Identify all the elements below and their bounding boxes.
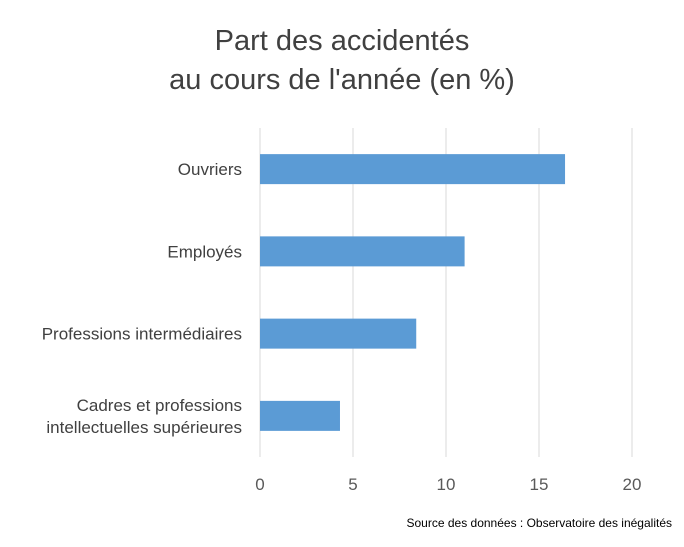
chart-title-line-1: Part des accidentés bbox=[214, 25, 470, 57]
x-tick-label-5: 5 bbox=[348, 475, 357, 494]
bar-2 bbox=[260, 318, 417, 349]
bar-0 bbox=[260, 154, 566, 185]
category-label-1: Employés bbox=[167, 242, 242, 261]
category-label-3: Cadres et professions intellectuelles sup… bbox=[46, 396, 242, 437]
bar-1 bbox=[260, 236, 465, 267]
x-tick-label-10: 10 bbox=[437, 475, 456, 494]
source-note: Source des données : Observatoire des in… bbox=[406, 516, 673, 530]
x-tick-label-15: 15 bbox=[530, 475, 549, 494]
bar-3 bbox=[260, 400, 340, 431]
category-label-0: Ouvriers bbox=[178, 160, 242, 179]
chart-title-line-2: au cours de l'année (en %) bbox=[169, 64, 515, 96]
category-label-2: Professions intermédiaires bbox=[42, 325, 242, 344]
x-tick-label-0: 0 bbox=[255, 475, 264, 494]
x-tick-label-20: 20 bbox=[623, 475, 642, 494]
